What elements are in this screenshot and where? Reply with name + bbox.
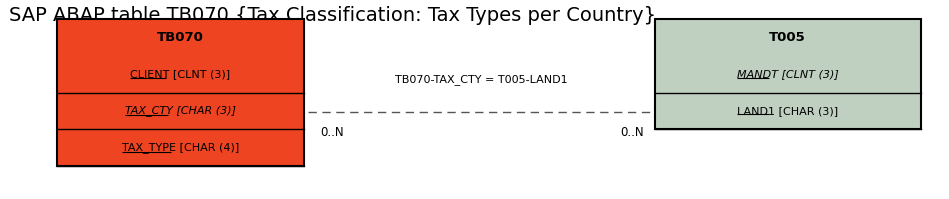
Bar (57, 56, 304, 93)
Bar (57, 19, 304, 166)
Text: TAX_CTY [CHAR (3)]: TAX_CTY [CHAR (3)] (125, 105, 235, 116)
Text: TB070: TB070 (157, 31, 204, 44)
Text: CLIENT [CLNT (3)]: CLIENT [CLNT (3)] (130, 69, 231, 79)
Bar (655, 93, 921, 129)
Bar (57, 19, 304, 56)
Text: LAND1 [CHAR (3)]: LAND1 [CHAR (3)] (737, 106, 838, 116)
Bar (655, 19, 921, 129)
Bar (57, 93, 304, 129)
Text: SAP ABAP table TB070 {Tax Classification: Tax Types per Country}: SAP ABAP table TB070 {Tax Classification… (9, 6, 657, 25)
Text: MANDT [CLNT (3)]: MANDT [CLNT (3)] (736, 69, 839, 79)
Bar (655, 19, 921, 56)
Text: TAX_TYPE [CHAR (4)]: TAX_TYPE [CHAR (4)] (121, 142, 239, 153)
Text: T005: T005 (770, 31, 806, 44)
Text: 0..N: 0..N (620, 126, 643, 139)
Bar (655, 56, 921, 93)
Text: TB070-TAX_CTY = T005-LAND1: TB070-TAX_CTY = T005-LAND1 (396, 74, 568, 85)
Text: 0..N: 0..N (320, 126, 344, 139)
Bar (57, 129, 304, 166)
